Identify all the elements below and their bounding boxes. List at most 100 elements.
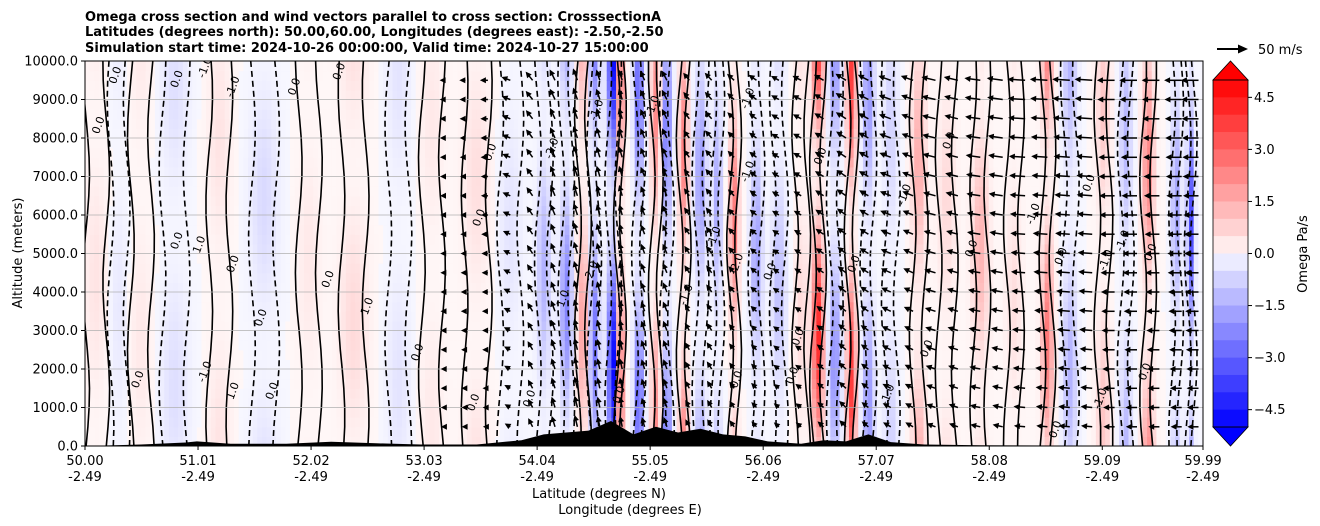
omega-cell bbox=[94, 272, 100, 283]
omega-cell bbox=[168, 61, 175, 72]
omega-cell bbox=[369, 349, 375, 360]
omega-cell bbox=[215, 301, 221, 312]
omega-cell bbox=[280, 397, 286, 409]
omega-cell bbox=[397, 378, 403, 389]
omega-cell bbox=[508, 282, 515, 293]
omega-cell bbox=[415, 176, 421, 187]
omega-cell bbox=[234, 301, 240, 312]
omega-cell bbox=[443, 436, 449, 446]
omega-cell bbox=[397, 99, 403, 110]
omega-cell bbox=[234, 166, 240, 178]
omega-cell bbox=[238, 215, 244, 226]
omega-cell bbox=[541, 301, 547, 312]
omega-cell bbox=[206, 263, 212, 274]
omega-cell bbox=[317, 61, 324, 72]
omega-cell bbox=[303, 436, 310, 446]
omega-cell bbox=[411, 388, 417, 399]
omega-cell bbox=[112, 147, 119, 158]
omega-cell bbox=[485, 320, 491, 332]
omega-cell bbox=[94, 215, 100, 226]
omega-cell bbox=[154, 186, 161, 197]
omega-cell bbox=[564, 224, 571, 235]
omega-cell bbox=[462, 292, 468, 303]
omega-cell bbox=[341, 359, 347, 370]
omega-cell bbox=[406, 138, 412, 149]
omega-cell bbox=[238, 388, 244, 399]
omega-cell bbox=[275, 253, 282, 264]
omega-cell bbox=[522, 118, 529, 129]
omega-cell bbox=[485, 176, 491, 187]
omega-cell bbox=[285, 128, 291, 139]
omega-cell bbox=[434, 61, 440, 72]
omega-cell bbox=[434, 330, 440, 341]
omega-cell bbox=[653, 253, 659, 264]
omega-cell bbox=[271, 138, 277, 149]
omega-cell bbox=[392, 426, 398, 437]
omega-cell bbox=[89, 99, 95, 110]
omega-cell bbox=[112, 417, 119, 428]
omega-cell bbox=[229, 378, 235, 389]
omega-cell bbox=[220, 253, 226, 264]
omega-cell bbox=[196, 147, 203, 158]
omega-cell bbox=[308, 166, 314, 178]
omega-cell bbox=[448, 397, 454, 409]
omega-cell bbox=[359, 147, 366, 158]
omega-cell bbox=[103, 253, 109, 264]
omega-cell bbox=[373, 176, 380, 187]
omega-cell bbox=[494, 320, 501, 332]
omega-cell bbox=[248, 320, 254, 332]
omega-cell bbox=[350, 109, 356, 120]
omega-cell bbox=[215, 263, 221, 274]
omega-cell bbox=[192, 147, 198, 158]
omega-cell bbox=[630, 340, 636, 351]
omega-cell bbox=[420, 109, 426, 120]
omega-cell bbox=[625, 378, 631, 389]
omega-cell bbox=[154, 80, 161, 91]
omega-cell bbox=[522, 147, 529, 158]
omega-cell bbox=[168, 388, 175, 399]
omega-cell bbox=[210, 89, 217, 101]
omega-cell bbox=[327, 224, 333, 235]
omega-cell bbox=[117, 349, 123, 360]
omega-cell bbox=[471, 243, 477, 255]
omega-cell bbox=[406, 388, 412, 399]
omega-cell bbox=[103, 417, 109, 428]
omega-cell bbox=[397, 243, 403, 255]
omega-cell bbox=[648, 157, 654, 168]
omega-cell bbox=[164, 70, 170, 81]
omega-cell bbox=[201, 166, 207, 178]
omega-cell bbox=[350, 407, 356, 418]
omega-cell bbox=[527, 311, 533, 322]
omega-cell bbox=[508, 224, 515, 235]
omega-cell bbox=[173, 340, 179, 351]
omega-cell bbox=[164, 224, 170, 235]
omega-cell bbox=[168, 253, 175, 264]
omega-cell bbox=[112, 263, 119, 274]
omega-cell bbox=[648, 282, 654, 293]
omega-cell bbox=[136, 80, 142, 91]
omega-cell bbox=[308, 176, 314, 187]
omega-cell bbox=[271, 109, 277, 120]
omega-cell bbox=[550, 234, 557, 245]
omega-cell bbox=[98, 109, 105, 120]
omega-cell bbox=[429, 243, 435, 255]
omega-cell bbox=[434, 89, 440, 101]
omega-cell bbox=[462, 61, 468, 72]
omega-cell bbox=[331, 282, 338, 293]
omega-cell bbox=[434, 301, 440, 312]
omega-cell bbox=[248, 138, 254, 149]
omega-cell bbox=[341, 282, 347, 293]
omega-cell bbox=[369, 186, 375, 197]
omega-cell bbox=[201, 186, 207, 197]
omega-cell bbox=[471, 436, 477, 446]
omega-cell bbox=[634, 147, 640, 158]
omega-cell bbox=[150, 224, 156, 235]
omega-cell bbox=[192, 417, 198, 428]
omega-cell bbox=[443, 340, 449, 351]
omega-cell bbox=[89, 61, 95, 72]
omega-cell bbox=[406, 272, 412, 283]
omega-cell bbox=[98, 426, 105, 437]
omega-cell bbox=[173, 397, 179, 409]
omega-cell bbox=[606, 89, 612, 101]
